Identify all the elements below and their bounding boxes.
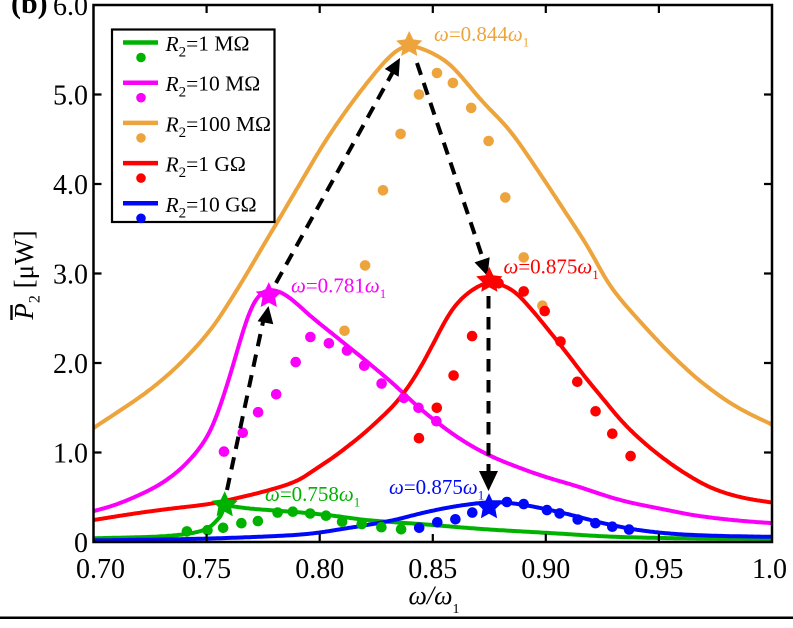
svg-text:(b): (b)	[11, 0, 48, 20]
svg-text:ω=0.844ω1: ω=0.844ω1	[434, 22, 529, 50]
svg-text:0.90: 0.90	[521, 554, 570, 585]
svg-text:ω=0.875ω1: ω=0.875ω1	[389, 475, 484, 503]
svg-text:R2=10 MΩ: R2=10 MΩ	[165, 72, 261, 101]
svg-text:R2=10 GΩ: R2=10 GΩ	[165, 192, 257, 221]
svg-text:ω=0.758ω1: ω=0.758ω1	[265, 482, 360, 510]
svg-text:ω=0.875ω1: ω=0.875ω1	[504, 255, 599, 283]
svg-text:ω=0.781ω1: ω=0.781ω1	[291, 274, 386, 302]
svg-text:4.0: 4.0	[53, 170, 88, 201]
svg-text:0.95: 0.95	[634, 554, 683, 585]
svg-text:0.80: 0.80	[295, 554, 344, 585]
svg-text:R2=1 MΩ: R2=1 MΩ	[165, 32, 250, 61]
svg-text:1.0: 1.0	[53, 439, 88, 470]
svg-text:6.0: 6.0	[53, 0, 88, 22]
svg-text:R2=1 GΩ: R2=1 GΩ	[165, 152, 246, 181]
svg-text:3.0: 3.0	[53, 260, 88, 291]
svg-text:P2 [μW]: P2 [μW]	[9, 230, 44, 320]
svg-text:5.0: 5.0	[53, 81, 88, 112]
svg-text:R2=100 MΩ: R2=100 MΩ	[165, 112, 272, 141]
svg-text:1.0: 1.0	[752, 554, 787, 585]
svg-text:2.0: 2.0	[53, 349, 88, 380]
svg-text:0: 0	[74, 528, 88, 559]
svg-text:0.75: 0.75	[182, 554, 231, 585]
svg-text:0.85: 0.85	[408, 554, 457, 585]
svg-text:0.70: 0.70	[76, 554, 125, 585]
